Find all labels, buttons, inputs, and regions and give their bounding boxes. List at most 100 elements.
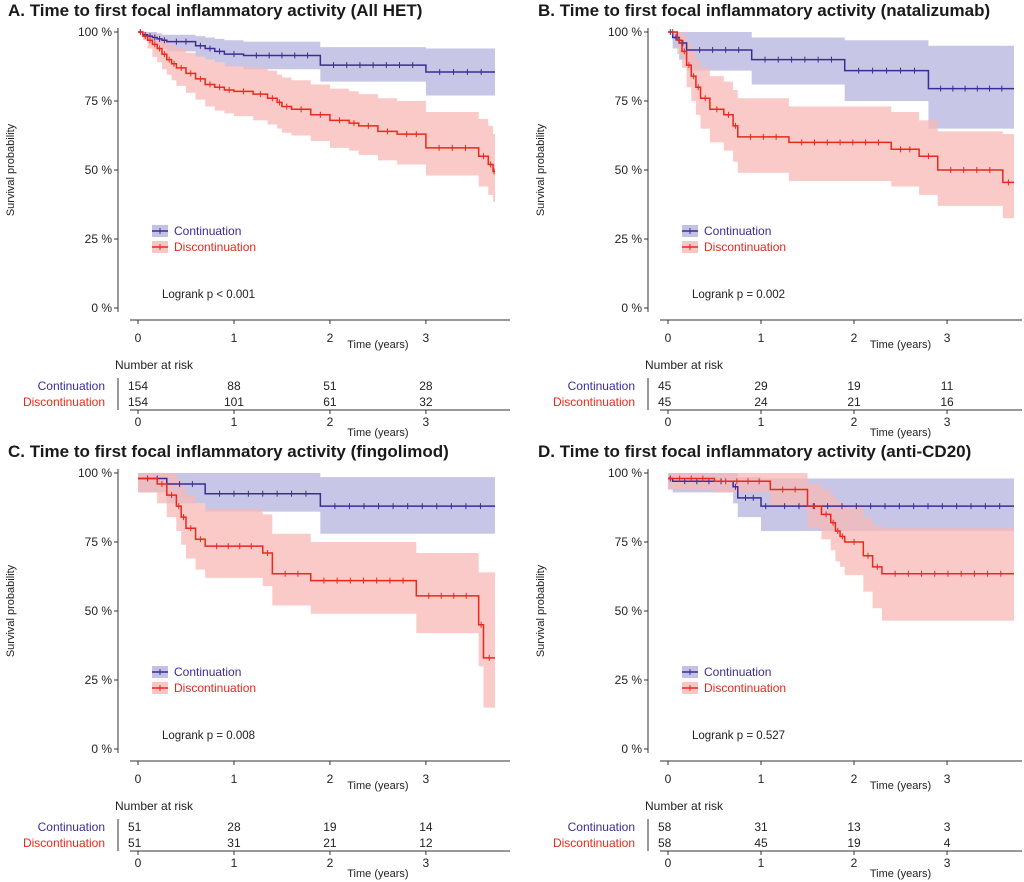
risk-x-axis-label: Time (years)	[347, 868, 408, 880]
y-tick-label: 100 %	[78, 466, 112, 480]
legend-label-continuation: Continuation	[174, 224, 241, 238]
x-tick-label: 1	[231, 772, 238, 786]
legend-label-continuation: Continuation	[704, 665, 771, 679]
risk-value: 51	[323, 379, 337, 393]
panel-a: A. Time to first focal inflammatory acti…	[5, 1, 510, 439]
risk-x-tick-label: 3	[944, 856, 951, 870]
risk-x-tick-label: 3	[423, 856, 430, 870]
censor-marks-continuation	[669, 29, 1003, 92]
panel-title: B. Time to first focal inflammatory acti…	[538, 1, 990, 20]
risk-table-header: Number at risk	[645, 358, 724, 372]
panel-d: D. Time to first focal inflammatory acti…	[535, 442, 1022, 880]
risk-value: 24	[754, 395, 768, 409]
risk-x-tick-label: 1	[758, 415, 765, 429]
y-tick-label: 0 %	[91, 742, 112, 756]
x-tick-label: 0	[665, 331, 672, 345]
risk-value: 45	[754, 836, 768, 850]
ci-band-discontinuation	[138, 473, 495, 708]
risk-value: 31	[227, 836, 241, 850]
risk-x-tick-label: 1	[231, 415, 238, 429]
panel-c: C. Time to first focal inflammatory acti…	[5, 442, 510, 880]
censor-marks-discontinuation	[679, 475, 1002, 577]
ci-band-discontinuation	[138, 32, 495, 202]
y-tick-label: 25 %	[615, 232, 643, 246]
y-tick-label: 100 %	[608, 25, 642, 39]
risk-x-tick-label: 1	[758, 856, 765, 870]
y-tick-label: 0 %	[91, 301, 112, 315]
risk-row-label-discontinuation: Discontinuation	[23, 836, 105, 850]
legend-label-continuation: Continuation	[704, 224, 771, 238]
risk-value: 29	[754, 379, 768, 393]
risk-value: 4	[944, 836, 951, 850]
legend-label-continuation: Continuation	[174, 665, 241, 679]
y-tick-label: 25 %	[85, 673, 113, 687]
censor-marks-discontinuation	[672, 29, 1009, 186]
x-axis-label: Time (years)	[870, 339, 931, 351]
x-tick-label: 0	[135, 772, 142, 786]
risk-value: 51	[128, 820, 142, 834]
risk-x-tick-label: 2	[327, 856, 334, 870]
legend-label-discontinuation: Discontinuation	[174, 681, 256, 695]
risk-x-tick-label: 2	[851, 415, 858, 429]
risk-x-tick-label: 0	[135, 415, 142, 429]
y-tick-label: 0 %	[621, 742, 642, 756]
risk-value: 19	[847, 836, 861, 850]
ci-band-discontinuation	[668, 473, 1014, 621]
y-tick-label: 0 %	[621, 301, 642, 315]
risk-value: 28	[419, 379, 433, 393]
x-tick-label: 3	[423, 772, 430, 786]
censor-marks-continuation	[669, 475, 1001, 510]
x-axis-label: Time (years)	[870, 780, 931, 792]
risk-value: 32	[419, 395, 433, 409]
km-line-continuation	[668, 477, 1014, 507]
risk-row-label-discontinuation: Discontinuation	[23, 395, 105, 409]
risk-value: 61	[323, 395, 337, 409]
risk-x-tick-label: 0	[665, 856, 672, 870]
y-tick-label: 50 %	[85, 163, 113, 177]
x-tick-label: 3	[423, 331, 430, 345]
x-tick-label: 1	[758, 772, 765, 786]
risk-value: 58	[658, 836, 672, 850]
y-tick-label: 50 %	[615, 604, 643, 618]
risk-value: 13	[847, 820, 861, 834]
y-tick-label: 100 %	[608, 466, 642, 480]
y-tick-label: 25 %	[85, 232, 113, 246]
y-tick-label: 75 %	[85, 94, 113, 108]
risk-x-tick-label: 3	[944, 415, 951, 429]
y-axis-label: Survival probability	[5, 564, 17, 657]
risk-x-tick-label: 0	[135, 856, 142, 870]
y-tick-label: 100 %	[78, 25, 112, 39]
risk-x-tick-label: 2	[327, 415, 334, 429]
risk-value: 16	[940, 395, 954, 409]
risk-table-header: Number at risk	[115, 799, 194, 813]
risk-value: 31	[754, 820, 768, 834]
risk-value: 11	[941, 379, 954, 393]
risk-value: 101	[224, 395, 244, 409]
ci-band-continuation	[668, 32, 1014, 129]
risk-value: 21	[323, 836, 337, 850]
logrank-annotation: Logrank p < 0.001	[162, 289, 255, 301]
risk-value: 19	[847, 379, 861, 393]
legend-label-discontinuation: Discontinuation	[704, 240, 786, 254]
panel-title: D. Time to first focal inflammatory acti…	[538, 442, 971, 461]
risk-value: 28	[227, 820, 241, 834]
risk-row-label-continuation: Continuation	[568, 820, 635, 834]
censor-marks-continuation	[139, 29, 482, 76]
risk-value: 12	[419, 836, 433, 850]
risk-x-axis-label: Time (years)	[870, 427, 931, 439]
risk-value: 51	[128, 836, 142, 850]
legend-label-discontinuation: Discontinuation	[174, 240, 256, 254]
censor-marks-discontinuation	[147, 475, 490, 661]
risk-x-axis-label: Time (years)	[870, 868, 931, 880]
y-axis-label: Survival probability	[535, 564, 547, 657]
risk-value: 154	[128, 379, 148, 393]
x-axis-label: Time (years)	[347, 339, 408, 351]
x-tick-label: 0	[135, 331, 142, 345]
ci-band-discontinuation	[668, 32, 1014, 219]
risk-x-tick-label: 1	[231, 856, 238, 870]
panel-b: B. Time to first focal inflammatory acti…	[535, 1, 1022, 439]
risk-value: 58	[658, 820, 672, 834]
ci-band-continuation	[138, 32, 495, 96]
x-tick-label: 2	[327, 772, 334, 786]
x-tick-label: 1	[758, 331, 765, 345]
